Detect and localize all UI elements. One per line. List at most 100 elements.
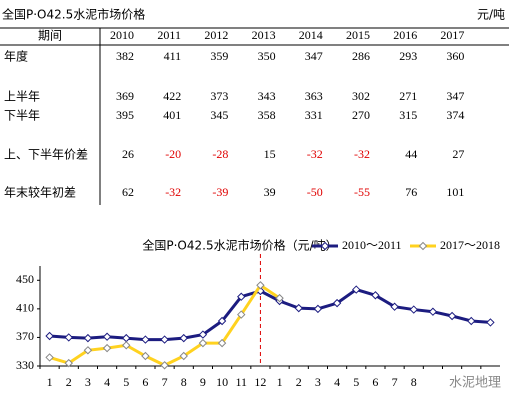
cell-value: 271 (399, 89, 417, 103)
cell-value: 76 (405, 185, 417, 199)
data-point (45, 331, 54, 341)
cell-value: -32 (165, 185, 181, 199)
x-tick-label: 2 (296, 375, 302, 389)
year-header: 2015 (346, 28, 370, 42)
data-point (428, 307, 438, 316)
x-tick-label: 5 (123, 375, 129, 389)
cell-value: 360 (446, 49, 464, 63)
x-tick-label: 10 (216, 375, 228, 389)
cell-value: 363 (305, 89, 323, 103)
cell-value: 382 (116, 49, 134, 63)
x-tick-label: 9 (200, 375, 206, 389)
table-unit: 元/吨 (477, 8, 505, 22)
x-tick-label: 3 (85, 375, 91, 389)
cell-value: 286 (352, 49, 370, 63)
data-point (332, 298, 342, 308)
x-tick-label: 12 (254, 375, 266, 389)
x-tick-label: 2 (66, 375, 72, 389)
x-tick-label: 4 (104, 375, 110, 389)
cell-value: 26 (122, 147, 134, 161)
x-tick-label: 4 (334, 375, 340, 389)
cell-value: 422 (163, 89, 181, 103)
cell-value: 302 (352, 89, 370, 103)
cell-value: 270 (352, 108, 370, 122)
data-point (237, 310, 246, 319)
cell-value: 358 (258, 108, 276, 122)
x-tick-label: 5 (353, 375, 359, 389)
year-header: 2010 (110, 28, 134, 42)
y-tick-label: 410 (16, 301, 34, 315)
cell-value: 401 (163, 108, 181, 122)
watermark: 水泥地理 (449, 376, 501, 391)
x-tick-label: 7 (162, 375, 168, 389)
data-point (217, 316, 227, 326)
data-point (179, 333, 188, 343)
year-header: 2013 (252, 28, 276, 42)
y-tick-label: 370 (16, 329, 34, 343)
chart-title: 全国P·O42.5水泥市场价格（元/吨） (142, 238, 337, 253)
cell-value: 44 (405, 147, 417, 161)
cell-value: 373 (210, 89, 228, 103)
row-label: 上、下半年价差 (4, 148, 88, 162)
cell-value: 350 (258, 49, 276, 63)
legend-label: 2010～2011 (342, 238, 402, 252)
cell-value: 15 (264, 147, 276, 161)
cell-value: 359 (210, 49, 228, 63)
data-point (371, 291, 380, 300)
x-tick-label: 6 (372, 375, 378, 389)
data-point (447, 311, 457, 321)
data-point (141, 351, 150, 361)
cell-value: -32 (354, 147, 370, 161)
legend-label: 2017～2018 (440, 238, 500, 252)
year-header: 2014 (299, 28, 323, 42)
series-line (49, 287, 491, 342)
cell-value: 347 (446, 89, 464, 103)
y-tick-label: 450 (16, 272, 34, 286)
year-header: 2012 (204, 28, 228, 42)
data-point (275, 293, 284, 303)
data-point (64, 358, 73, 368)
data-point (122, 341, 131, 350)
data-point (237, 292, 246, 301)
data-point (160, 335, 169, 344)
data-point (313, 304, 323, 314)
cell-value: 293 (399, 49, 417, 63)
cell-value: 27 (452, 147, 464, 161)
data-point (409, 305, 418, 314)
cell-value: 395 (116, 108, 134, 122)
year-header: 2011 (157, 28, 181, 42)
data-point (217, 338, 227, 348)
data-point (102, 332, 112, 341)
data-point (198, 330, 208, 339)
x-tick-label: 7 (392, 375, 398, 389)
row-label: 上半年 (4, 90, 40, 104)
cell-value: -55 (354, 185, 370, 199)
cell-value: 345 (210, 108, 228, 122)
year-header: 2016 (393, 28, 417, 42)
table-title: 全国P·O42.5水泥市场价格 (2, 7, 145, 22)
data-point (467, 316, 476, 326)
cell-value: 39 (264, 185, 276, 199)
x-tick-label: 1 (277, 375, 283, 389)
x-tick-label: 8 (411, 375, 417, 389)
legend-marker (320, 241, 330, 251)
row-label: 下半年 (4, 109, 40, 123)
cell-value: 101 (446, 185, 464, 199)
cell-value: -20 (165, 147, 181, 161)
data-point (294, 303, 303, 313)
data-point (486, 318, 495, 327)
x-tick-label: 6 (142, 375, 148, 389)
data-point (198, 338, 208, 348)
x-tick-label: 1 (47, 375, 53, 389)
data-point (390, 302, 399, 311)
data-point (102, 343, 112, 353)
cell-value: 374 (446, 108, 464, 122)
cell-value: 343 (258, 89, 276, 103)
x-tick-label: 8 (181, 375, 187, 389)
cell-value: -50 (307, 185, 323, 199)
data-point (141, 335, 150, 344)
data-point (179, 351, 188, 361)
x-tick-label: 3 (315, 375, 321, 389)
cell-value: -39 (212, 185, 228, 199)
